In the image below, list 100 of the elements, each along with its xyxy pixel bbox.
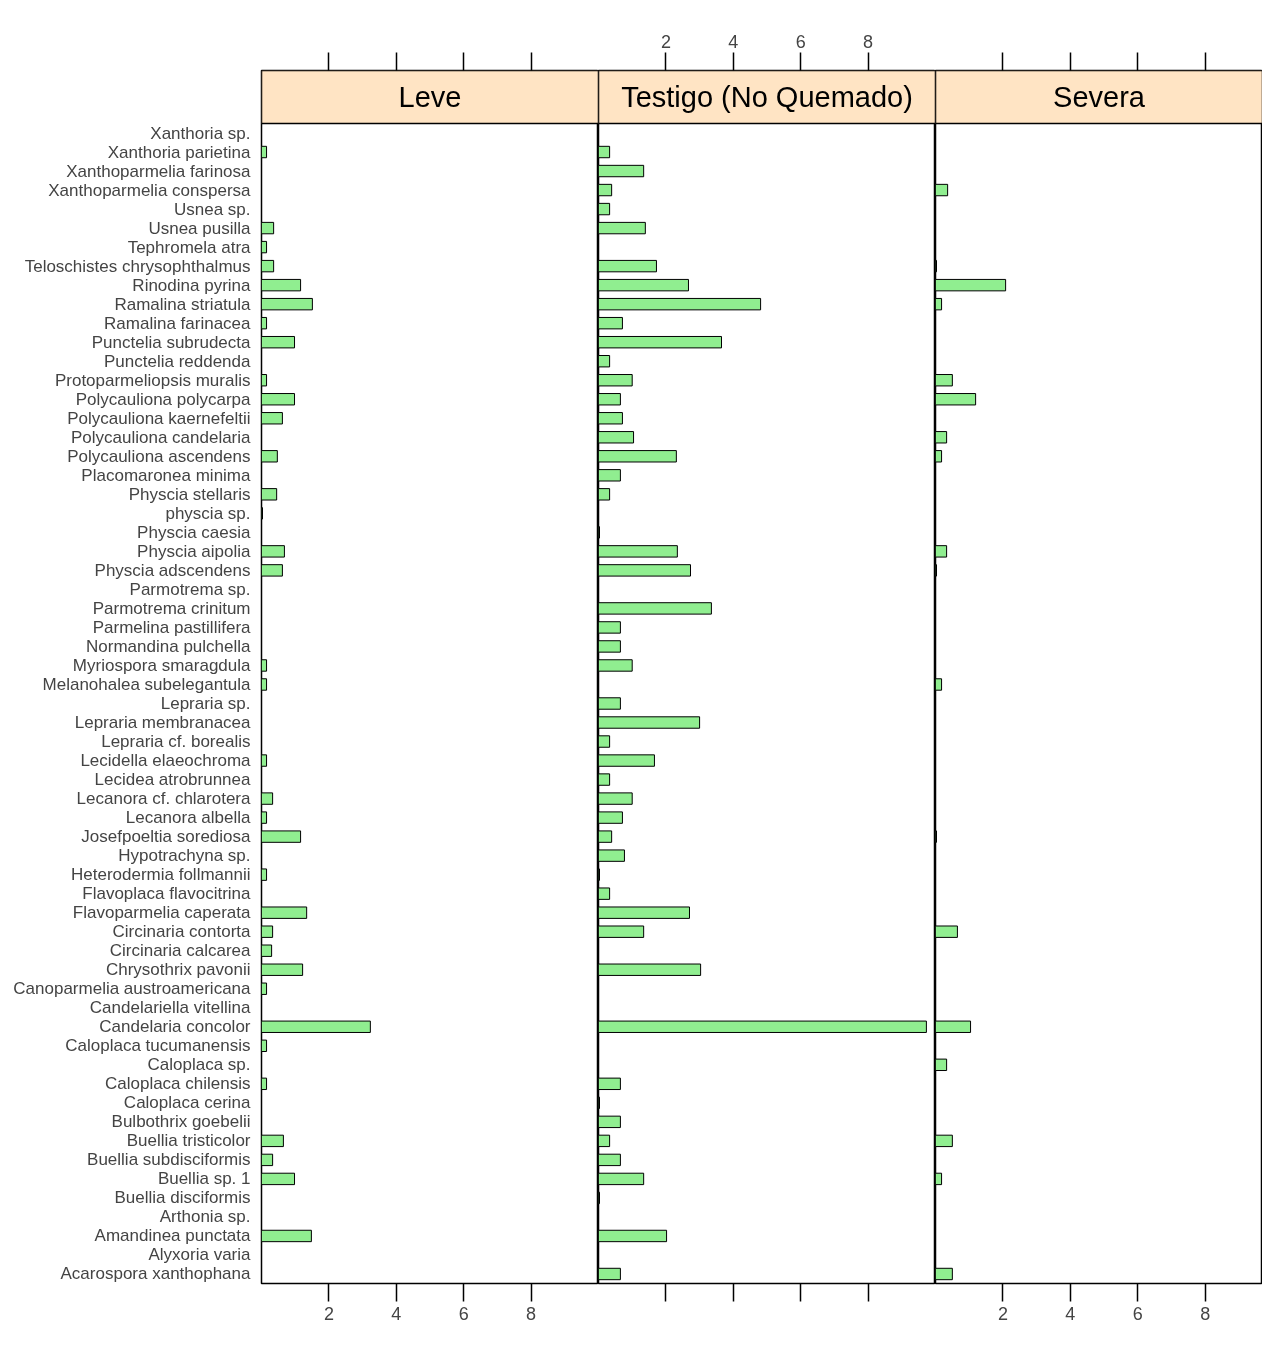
y-tick-label: Buellia sp. 1 — [157, 1169, 251, 1189]
y-tick-label: Lepraria cf. borealis — [101, 732, 251, 752]
bar — [261, 944, 273, 957]
y-tick-label: Placomaronea minima — [81, 465, 252, 485]
y-tick-label: Physcia adscendens — [94, 560, 251, 580]
y-tick-label: Amandinea punctata — [94, 1226, 252, 1246]
x-tick-label: 8 — [526, 1303, 537, 1324]
y-tick-label: Bulbothrix goebelii — [111, 1112, 251, 1132]
y-tick-label: Normandina pulchella — [86, 636, 252, 656]
y-tick-label: Lepraria membranacea — [74, 713, 252, 733]
x-tick-label: 6 — [795, 31, 806, 52]
y-tick-label: Polycauliona ascendens — [67, 446, 251, 466]
bar — [261, 412, 283, 425]
bar — [261, 488, 278, 501]
x-tick-label: 2 — [997, 1303, 1008, 1324]
chart-title: Testigo (No Quemado) — [621, 81, 913, 113]
bar — [261, 792, 274, 805]
bar — [261, 335, 296, 349]
x-tick-label: 8 — [1200, 1303, 1211, 1324]
x-tick-label: 2 — [323, 1303, 334, 1324]
x-tick-label: 4 — [728, 31, 739, 52]
y-tick-label: Alyxoria varia — [148, 1245, 252, 1265]
y-tick-label: Ramalina striatula — [114, 294, 252, 314]
bar — [261, 830, 302, 843]
y-tick-label: Parmotrema sp. — [129, 579, 251, 599]
y-tick-label: Punctelia subrudecta — [91, 332, 252, 352]
y-tick-label: Buellia tristicolor — [126, 1131, 251, 1151]
bar — [261, 754, 268, 767]
bar — [261, 868, 268, 881]
y-tick-label: Polycauliona kaernefeltii — [67, 408, 251, 428]
y-tick-label: Buellia disciformis — [114, 1188, 251, 1208]
bar — [261, 1229, 312, 1243]
bar — [261, 259, 275, 273]
bar — [261, 1020, 371, 1033]
y-tick-label: Hypotrachyna sp. — [118, 846, 251, 866]
x-tick-label: 6 — [458, 1303, 469, 1324]
bar — [261, 564, 283, 577]
y-tick-label: Polycauliona candelaria — [70, 427, 252, 447]
y-tick-label: Lecidella elaeochroma — [80, 751, 252, 771]
x-tick-label: 4 — [391, 1303, 402, 1324]
bar — [261, 1172, 296, 1186]
bar — [261, 1077, 268, 1091]
y-tick-label: Usnea pusilla — [148, 218, 252, 238]
y-tick-label: Parmotrema crinitum — [92, 598, 251, 618]
y-tick-label: Usnea sp. — [173, 199, 251, 219]
bar — [261, 906, 308, 919]
y-tick-label: Flavoplaca flavocitrina — [82, 884, 252, 904]
y-tick-label: Rinodina pyrina — [132, 275, 252, 295]
y-tick-label: Lecanora cf. chlarotera — [76, 789, 252, 809]
chart-title: Severa — [1053, 81, 1146, 113]
y-tick-label: Ramalina farinacea — [104, 313, 252, 333]
x-tick-label: 4 — [1065, 1303, 1076, 1324]
y-tick-label: Physcia caesia — [137, 522, 252, 542]
y-tick-label: Polycauliona polycarpa — [75, 389, 252, 409]
bar — [261, 678, 268, 691]
y-tick-label: Lecidea atrobrunnea — [94, 770, 252, 790]
y-tick-label: Arthonia sp. — [159, 1207, 251, 1227]
y-tick-label: Flavoparmelia caperata — [72, 903, 252, 923]
bar — [261, 1153, 274, 1167]
y-tick-label: Lecanora albella — [125, 808, 252, 828]
x-tick-label: 6 — [1132, 1303, 1143, 1324]
y-tick-label: Xanthoria sp. — [150, 123, 251, 143]
y-tick-label: physcia sp. — [165, 503, 251, 523]
y-tick-label: Physcia stellaris — [128, 484, 251, 504]
bar — [261, 297, 313, 311]
bar — [261, 316, 268, 330]
bar — [261, 811, 268, 824]
y-tick-label: Myriospora smaragdula — [72, 655, 252, 675]
y-tick-label: Protoparmeliopsis muralis — [54, 370, 251, 390]
y-tick-label: Tephromela atra — [127, 237, 252, 257]
y-tick-label: Punctelia reddenda — [104, 351, 252, 371]
y-tick-label: Caloplaca chilensis — [104, 1074, 251, 1094]
bar — [261, 393, 296, 406]
bar — [261, 1134, 284, 1148]
y-tick-label: Circinaria calcarea — [109, 941, 252, 961]
y-tick-label: Xanthoparmelia farinosa — [66, 161, 252, 181]
y-tick-label: Canoparmelia austroamericana — [13, 979, 252, 999]
bar — [261, 545, 285, 558]
y-tick-label: Xanthoparmelia conspersa — [48, 180, 252, 200]
y-tick-label: Acarospora xanthophana — [60, 1264, 252, 1284]
x-tick-label: 8 — [863, 31, 874, 52]
y-tick-label: Chrysothrix pavonii — [105, 960, 251, 980]
bar — [261, 982, 268, 995]
y-tick-label: Candelariella vitellina — [89, 998, 252, 1018]
y-tick-label: Caloplaca cerina — [123, 1093, 252, 1113]
bar — [261, 278, 302, 292]
y-tick-label: Physcia aipolia — [137, 541, 252, 561]
bar — [261, 1039, 268, 1052]
y-tick-label: Lepraria sp. — [160, 694, 251, 713]
y-tick-label: Heterodermia follmannii — [70, 865, 251, 885]
y-tick-label: Buellia subdisciformis — [87, 1150, 251, 1170]
chart-title: Leve — [398, 81, 462, 113]
y-tick-label: Circinaria contorta — [112, 922, 252, 942]
y-tick-label: Josefpoeltia sorediosa — [81, 827, 252, 847]
bar — [261, 450, 278, 463]
y-tick-label: Caloplaca tucumanensis — [65, 1036, 251, 1056]
y-tick-label: Teloschistes chrysophthalmus — [24, 256, 251, 276]
y-tick-label: Melanohalea subelegantula — [42, 674, 252, 694]
x-tick-label: 2 — [660, 31, 671, 52]
y-tick-label: Parmelina pastillifera — [92, 617, 252, 637]
